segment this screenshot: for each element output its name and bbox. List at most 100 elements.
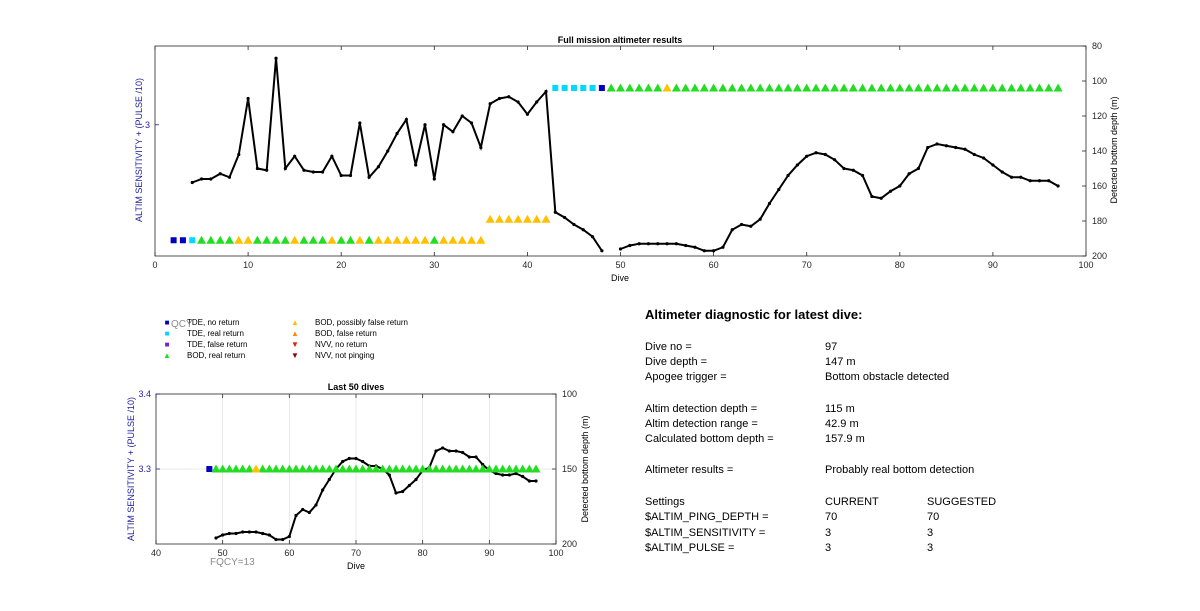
depth-point — [494, 471, 498, 476]
status-marker-triangle — [820, 83, 830, 92]
depth-point — [907, 172, 911, 176]
depth-point — [600, 249, 604, 253]
status-marker-triangle — [424, 464, 434, 473]
depth-point — [525, 112, 530, 116]
status-marker-triangle — [318, 235, 328, 244]
altim-detection-depth-value: 115 m — [825, 403, 855, 415]
status-marker-triangle — [643, 83, 653, 92]
status-marker-triangle — [298, 464, 308, 473]
legend-item: ■ TDE, false return — [161, 340, 248, 350]
left-y-tick-label: 3 — [145, 120, 150, 130]
status-marker-triangle — [401, 235, 411, 244]
status-marker-triangle — [885, 83, 895, 92]
depth-point — [311, 170, 315, 174]
left-y-axis-label: ALTIM SENSITIVITY + (PULSE /10) — [134, 78, 144, 222]
status-marker-triangle — [391, 464, 401, 473]
status-marker-triangle — [848, 83, 858, 92]
status-marker-triangle — [291, 464, 301, 473]
status-marker-triangle — [485, 214, 495, 223]
status-marker-triangle — [284, 464, 294, 473]
depth-point — [590, 235, 595, 239]
status-marker-triangle — [358, 464, 368, 473]
depth-point — [354, 456, 358, 461]
depth-point — [320, 170, 325, 174]
status-marker-triangle — [792, 83, 802, 92]
status-marker-triangle — [783, 83, 793, 92]
altimeter-diagnostic-panel: Altimeter diagnostic for latest dive: Di… — [645, 307, 1165, 607]
depth-point — [467, 455, 471, 459]
depth-point — [404, 117, 408, 122]
depth-point — [423, 123, 427, 127]
left-y-tick-label: 3.4 — [138, 389, 151, 399]
sensitivity-current: 3 — [825, 527, 832, 539]
depth-point — [981, 156, 986, 160]
depth-point — [414, 163, 418, 167]
depth-point — [721, 245, 725, 249]
right-y-tick-label: 80 — [1092, 41, 1102, 51]
depth-point — [265, 168, 269, 172]
right-y-tick-label: 100 — [562, 389, 577, 399]
altim-detection-range-label: Altim detection range = — [645, 418, 758, 430]
status-marker-triangle — [476, 235, 486, 244]
status-marker-triangle — [238, 464, 248, 473]
depth-point — [1009, 175, 1014, 179]
chart-title: Full mission altimeter results — [558, 35, 683, 45]
status-marker-square — [189, 237, 196, 244]
status-marker-triangle — [224, 235, 234, 244]
status-marker-triangle — [364, 235, 374, 244]
depth-point — [805, 154, 809, 158]
right-y-tick-label: 120 — [1092, 111, 1107, 121]
depth-point — [376, 165, 381, 169]
status-marker-triangle — [802, 83, 812, 92]
status-marker-triangle — [411, 235, 421, 244]
status-marker-triangle — [264, 464, 274, 473]
legend-label: TDE, no return — [187, 318, 240, 327]
status-marker-triangle — [1007, 83, 1017, 92]
depth-point — [963, 147, 967, 151]
legend-item: ■ TDE, real return — [161, 329, 244, 339]
depth-point — [454, 449, 458, 453]
x-tick-label: 40 — [522, 260, 532, 270]
right-y-tick-label: 200 — [1092, 251, 1107, 261]
status-marker-triangle — [336, 235, 346, 244]
status-marker-triangle — [895, 83, 905, 92]
depth-point — [527, 479, 531, 483]
status-marker-triangle — [653, 83, 663, 92]
depth-point — [553, 210, 557, 214]
depth-point — [234, 531, 238, 536]
altim-detection-depth-label: Altim detection depth = — [645, 403, 758, 415]
dive-depth-value: 147 m — [825, 356, 856, 368]
right-y-axis: 100 150 200 — [552, 389, 577, 549]
status-marker-triangle — [1053, 83, 1063, 92]
legend-marker-icon: ▲ — [291, 318, 299, 327]
status-marker-triangle — [737, 83, 747, 92]
depth-point — [441, 446, 445, 450]
status-marker-triangle — [518, 464, 528, 473]
depth-point — [479, 145, 483, 150]
status-marker-triangle — [1044, 83, 1054, 92]
status-marker-triangle — [531, 464, 541, 473]
marker-legend: ■ TDE, no return ■ TDE, real return ■ TDE, fa… — [155, 318, 485, 366]
status-marker-triangle — [327, 235, 337, 244]
legend-label: TDE, real return — [187, 329, 244, 338]
status-marker-triangle — [988, 83, 998, 92]
x-tick-label: 90 — [988, 260, 998, 270]
dive-depth-label: Dive depth = — [645, 356, 708, 368]
right-y-tick-label: 150 — [562, 464, 577, 474]
status-marker-triangle — [997, 83, 1007, 92]
depth-point — [1028, 179, 1032, 183]
depth-point — [507, 473, 511, 477]
depth-point — [501, 473, 505, 477]
depth-point — [991, 163, 995, 167]
sensitivity-label: $ALTIM_SENSITIVITY = — [645, 527, 766, 539]
depth-point — [851, 168, 855, 172]
status-marker-triangle — [371, 464, 381, 473]
status-marker-triangle — [252, 235, 262, 244]
depth-point — [221, 533, 225, 537]
status-marker-triangle — [448, 235, 458, 244]
depth-point — [227, 175, 232, 179]
depth-point — [247, 530, 251, 534]
depth-point — [241, 530, 245, 534]
depth-point — [898, 184, 902, 188]
status-marker-triangle — [979, 83, 989, 92]
